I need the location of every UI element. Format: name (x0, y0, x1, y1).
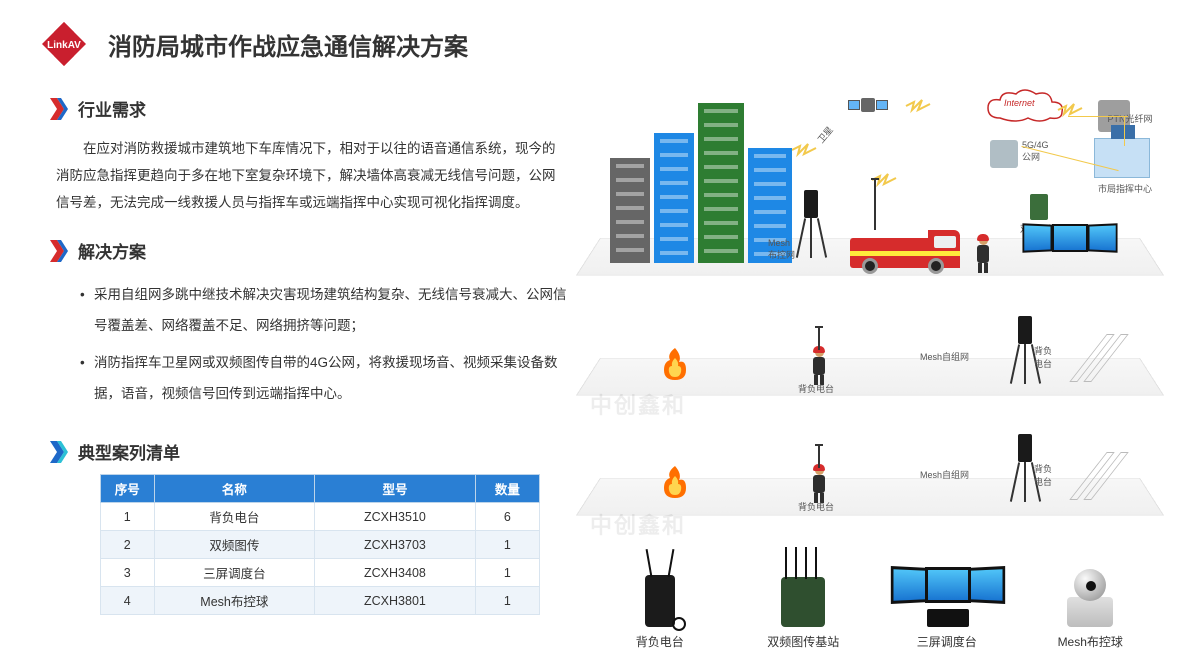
escalator (1070, 336, 1150, 382)
satellite-icon (850, 92, 886, 118)
table-row: 1 背负电台 ZCXH3510 6 (101, 503, 540, 531)
product-dome: Mesh布控球 (1025, 545, 1155, 650)
backpack-label: 背负 电台 (1034, 344, 1052, 370)
backpack-label: 背负电台 (798, 500, 834, 513)
page-title: 消防局城市作战应急通信解决方案 (108, 27, 468, 62)
chevron-icon (50, 240, 68, 262)
dome-camera-icon (1062, 559, 1118, 627)
lightning-icon (1056, 100, 1084, 126)
firefighter (810, 466, 828, 500)
pstn-label: PTN光纤网 (1100, 112, 1160, 125)
mesh-label: Mesh 布控网 (768, 238, 795, 261)
fire-truck (850, 228, 960, 268)
bullet: 消防指挥车卫星网或双频图传自带的4G公网，将救援现场音、视频采集设备数据，语音，… (80, 347, 570, 409)
product-label: Mesh布控球 (1058, 633, 1123, 650)
product-triscreen: 三屏调度台 (882, 545, 1012, 650)
tri-screen-icon (887, 557, 1007, 627)
table-header-row: 序号 名称 型号 数量 (101, 475, 540, 503)
firefighter (974, 236, 992, 270)
mesh-net-label: Mesh自组网 (920, 350, 969, 363)
hq-building (1094, 138, 1150, 178)
fire-icon (660, 346, 690, 382)
link-line (1124, 116, 1126, 146)
mesh-tripod (796, 218, 826, 258)
table-row: 2 双频图传 ZCXH3703 1 (101, 531, 540, 559)
watermark: 中创鑫和 (590, 508, 686, 540)
chevron-icon (50, 98, 68, 120)
product-basestation: 双频图传基站 (738, 545, 868, 650)
table-row: 4 Mesh布控球 ZCXH3801 1 (101, 587, 540, 615)
product-label: 背负电台 (636, 633, 684, 650)
bullet: 采用自组网多跳中继技术解决灾害现场建筑结构复杂、无线信号衰减大、公网信号覆盖差、… (80, 279, 570, 341)
product-row: 背负电台 双频图传基站 三屏调度台 (590, 545, 1160, 650)
section-header-cases: 典型案列清单 (50, 439, 570, 464)
5g-node (990, 140, 1018, 168)
header: LinkAV 消防局城市作战应急通信解决方案 (0, 0, 1190, 78)
product-label: 双频图传基站 (767, 633, 839, 650)
lightning-icon (904, 96, 932, 122)
section-header-solution: 解决方案 (50, 238, 570, 263)
col-name: 名称 (154, 475, 315, 503)
table-row: 3 三屏调度台 ZCXH3408 1 (101, 559, 540, 587)
col-model: 型号 (315, 475, 476, 503)
solution-bullets: 采用自组网多跳中继技术解决灾害现场建筑结构复杂、无线信号衰减大、公网信号覆盖差、… (50, 273, 570, 421)
logo: LinkAV (40, 20, 88, 68)
col-qty: 数量 (475, 475, 539, 503)
cases-table: 序号 名称 型号 数量 1 背负电台 ZCXH3510 6 2 双频图传 ZCX… (100, 474, 540, 615)
tri-screen (1020, 218, 1120, 268)
left-column: 行业需求 在应对消防救援城市建筑地下车库情况下，相对于以往的语音通信系统，现今的… (50, 78, 570, 658)
product-radio: 背负电台 (595, 545, 725, 650)
base-station-icon (773, 549, 833, 627)
hq-label: 市局指挥中心 (1090, 182, 1160, 195)
svg-text:LinkAV: LinkAV (47, 40, 81, 51)
demand-paragraph: 在应对消防救援城市建筑地下车库情况下，相对于以往的语音通信系统，现今的消防应急指… (50, 131, 570, 220)
dualfreq-node (1030, 194, 1048, 220)
fire-icon (660, 464, 690, 500)
content: 行业需求 在应对消防救援城市建筑地下车库情况下，相对于以往的语音通信系统，现今的… (0, 78, 1190, 658)
section-title-cases: 典型案列清单 (78, 439, 180, 464)
chevron-icon (50, 441, 68, 463)
product-label: 三屏调度台 (917, 633, 977, 650)
radio-icon (638, 551, 682, 627)
backpack-label: 背负电台 (798, 382, 834, 395)
network-diagram: 卫星 Internet PTN光纤网 市局指挥中心 5G/4G 公网 双频图传 (590, 78, 1160, 658)
mesh-net-label: Mesh自组网 (920, 468, 969, 481)
cloud-label: Internet (1004, 98, 1035, 108)
col-seq: 序号 (101, 475, 155, 503)
watermark: 中创鑫和 (590, 388, 686, 420)
firefighter (810, 348, 828, 382)
section-title-solution: 解决方案 (78, 238, 146, 263)
section-header-demand: 行业需求 (50, 96, 570, 121)
right-column: 卫星 Internet PTN光纤网 市局指挥中心 5G/4G 公网 双频图传 (590, 78, 1160, 658)
section-title-demand: 行业需求 (78, 96, 146, 121)
backpack-label: 背负 电台 (1034, 462, 1052, 488)
escalator (1070, 454, 1150, 500)
